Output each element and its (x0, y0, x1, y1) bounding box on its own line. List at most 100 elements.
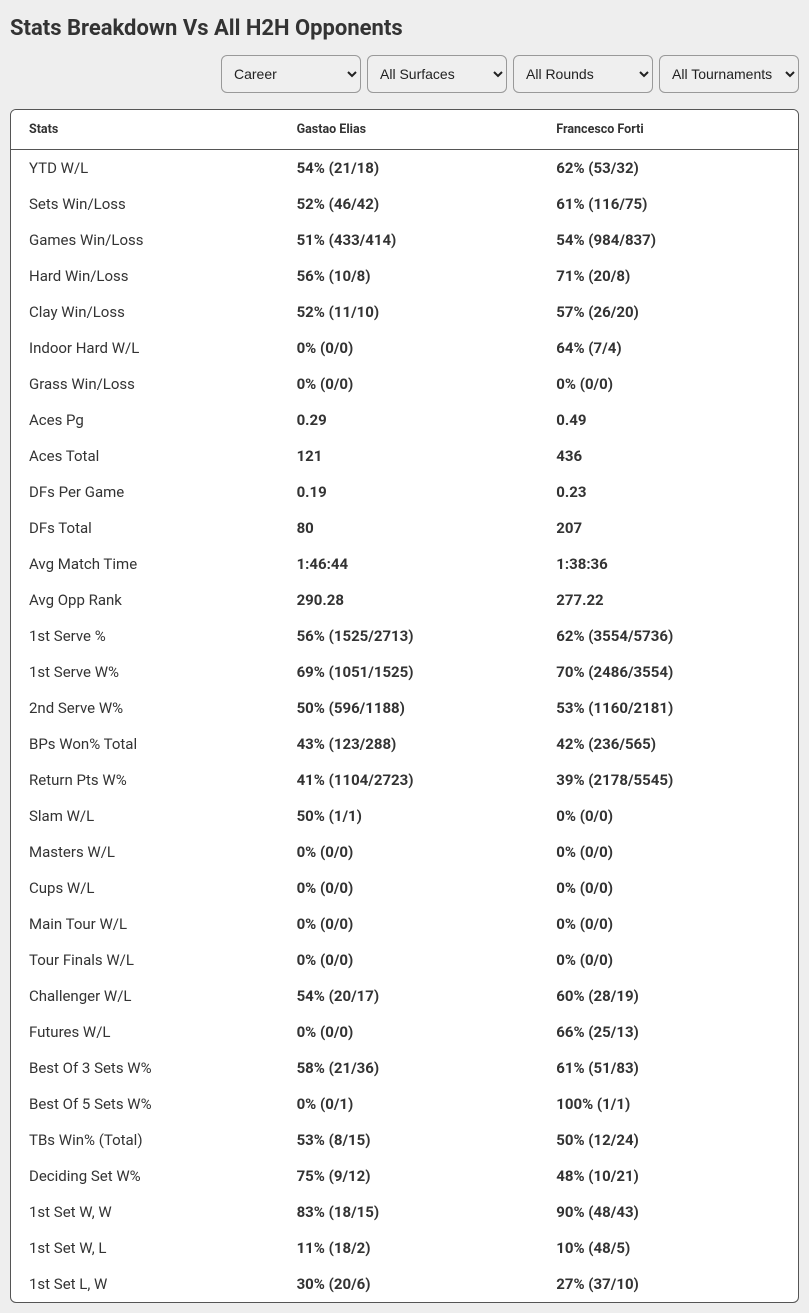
player2-value: 42% (236/565) (538, 726, 798, 762)
player1-value: 0% (0/0) (279, 906, 539, 942)
player1-value: 1:46:44 (279, 546, 539, 582)
player1-value: 0.19 (279, 474, 539, 510)
player1-value: 0% (0/0) (279, 834, 539, 870)
table-row: Best Of 3 Sets W%58% (21/36)61% (51/83) (11, 1050, 798, 1086)
stat-label: Masters W/L (11, 834, 279, 870)
stat-label: Sets Win/Loss (11, 186, 279, 222)
player1-value: 52% (11/10) (279, 294, 539, 330)
player1-value: 121 (279, 438, 539, 474)
player2-value: 60% (28/19) (538, 978, 798, 1014)
table-row: Aces Pg0.290.49 (11, 402, 798, 438)
stat-label: DFs Per Game (11, 474, 279, 510)
filter-bar: Career All Surfaces All Rounds All Tourn… (10, 55, 799, 109)
stat-label: 1st Set L, W (11, 1266, 279, 1302)
table-row: Sets Win/Loss52% (46/42)61% (116/75) (11, 186, 798, 222)
table-row: Challenger W/L54% (20/17)60% (28/19) (11, 978, 798, 1014)
player2-value: 0.49 (538, 402, 798, 438)
player2-value: 90% (48/43) (538, 1194, 798, 1230)
player2-value: 50% (12/24) (538, 1122, 798, 1158)
stat-label: Best Of 5 Sets W% (11, 1086, 279, 1122)
player2-value: 0% (0/0) (538, 834, 798, 870)
player2-value: 64% (7/4) (538, 330, 798, 366)
stat-label: Clay Win/Loss (11, 294, 279, 330)
stat-label: Cups W/L (11, 870, 279, 906)
stat-label: Futures W/L (11, 1014, 279, 1050)
table-row: 2nd Serve W%50% (596/1188)53% (1160/2181… (11, 690, 798, 726)
player2-value: 10% (48/5) (538, 1230, 798, 1266)
table-row: Games Win/Loss51% (433/414)54% (984/837) (11, 222, 798, 258)
player2-value: 0.23 (538, 474, 798, 510)
player1-value: 0% (0/1) (279, 1086, 539, 1122)
table-row: Tour Finals W/L0% (0/0)0% (0/0) (11, 942, 798, 978)
player2-value: 0% (0/0) (538, 906, 798, 942)
player1-value: 290.28 (279, 582, 539, 618)
surface-select[interactable]: All Surfaces (367, 55, 507, 93)
player2-value: 48% (10/21) (538, 1158, 798, 1194)
player2-value: 27% (37/10) (538, 1266, 798, 1302)
table-row: Futures W/L0% (0/0)66% (25/13) (11, 1014, 798, 1050)
stat-label: Aces Pg (11, 402, 279, 438)
stats-card: Stats Gastao Elias Francesco Forti YTD W… (10, 109, 799, 1303)
player1-value: 0% (0/0) (279, 870, 539, 906)
player2-value: 0% (0/0) (538, 366, 798, 402)
player2-value: 70% (2486/3554) (538, 654, 798, 690)
stat-label: Best Of 3 Sets W% (11, 1050, 279, 1086)
player1-value: 11% (18/2) (279, 1230, 539, 1266)
table-row: Masters W/L0% (0/0)0% (0/0) (11, 834, 798, 870)
player1-value: 56% (10/8) (279, 258, 539, 294)
player1-value: 58% (21/36) (279, 1050, 539, 1086)
table-row: TBs Win% (Total)53% (8/15)50% (12/24) (11, 1122, 798, 1158)
player2-value: 61% (116/75) (538, 186, 798, 222)
tournament-select[interactable]: All Tournaments (659, 55, 799, 93)
player2-value: 100% (1/1) (538, 1086, 798, 1122)
table-row: Deciding Set W%75% (9/12)48% (10/21) (11, 1158, 798, 1194)
stat-label: YTD W/L (11, 150, 279, 187)
table-row: Return Pts W%41% (1104/2723)39% (2178/55… (11, 762, 798, 798)
stat-label: 1st Set W, W (11, 1194, 279, 1230)
round-select[interactable]: All Rounds (513, 55, 653, 93)
period-select[interactable]: Career (221, 55, 361, 93)
stat-label: Main Tour W/L (11, 906, 279, 942)
player1-value: 30% (20/6) (279, 1266, 539, 1302)
stat-label: 1st Set W, L (11, 1230, 279, 1266)
stat-label: Grass Win/Loss (11, 366, 279, 402)
stats-table: Stats Gastao Elias Francesco Forti YTD W… (11, 110, 798, 1302)
stat-label: Slam W/L (11, 798, 279, 834)
player2-value: 39% (2178/5545) (538, 762, 798, 798)
player1-value: 43% (123/288) (279, 726, 539, 762)
player2-value: 57% (26/20) (538, 294, 798, 330)
stat-label: Avg Opp Rank (11, 582, 279, 618)
player2-value: 436 (538, 438, 798, 474)
player2-value: 0% (0/0) (538, 870, 798, 906)
player2-value: 62% (53/32) (538, 150, 798, 187)
table-header-row: Stats Gastao Elias Francesco Forti (11, 110, 798, 150)
stat-label: Challenger W/L (11, 978, 279, 1014)
player2-value: 207 (538, 510, 798, 546)
player1-value: 52% (46/42) (279, 186, 539, 222)
stat-label: BPs Won% Total (11, 726, 279, 762)
stat-label: Aces Total (11, 438, 279, 474)
stat-label: Deciding Set W% (11, 1158, 279, 1194)
player2-value: 71% (20/8) (538, 258, 798, 294)
player1-value: 0.29 (279, 402, 539, 438)
table-row: DFs Total80207 (11, 510, 798, 546)
table-row: 1st Set W, W83% (18/15)90% (48/43) (11, 1194, 798, 1230)
col-header-player1: Gastao Elias (279, 110, 539, 150)
player1-value: 51% (433/414) (279, 222, 539, 258)
player2-value: 62% (3554/5736) (538, 618, 798, 654)
player1-value: 0% (0/0) (279, 330, 539, 366)
stat-label: DFs Total (11, 510, 279, 546)
table-row: Hard Win/Loss56% (10/8)71% (20/8) (11, 258, 798, 294)
player2-value: 61% (51/83) (538, 1050, 798, 1086)
player2-value: 66% (25/13) (538, 1014, 798, 1050)
stat-label: Indoor Hard W/L (11, 330, 279, 366)
table-row: Indoor Hard W/L0% (0/0)64% (7/4) (11, 330, 798, 366)
stat-label: Tour Finals W/L (11, 942, 279, 978)
table-row: 1st Serve W%69% (1051/1525)70% (2486/355… (11, 654, 798, 690)
table-row: Slam W/L50% (1/1)0% (0/0) (11, 798, 798, 834)
player2-value: 0% (0/0) (538, 942, 798, 978)
player2-value: 0% (0/0) (538, 798, 798, 834)
stat-label: Return Pts W% (11, 762, 279, 798)
player1-value: 54% (21/18) (279, 150, 539, 187)
table-row: 1st Set L, W30% (20/6)27% (37/10) (11, 1266, 798, 1302)
